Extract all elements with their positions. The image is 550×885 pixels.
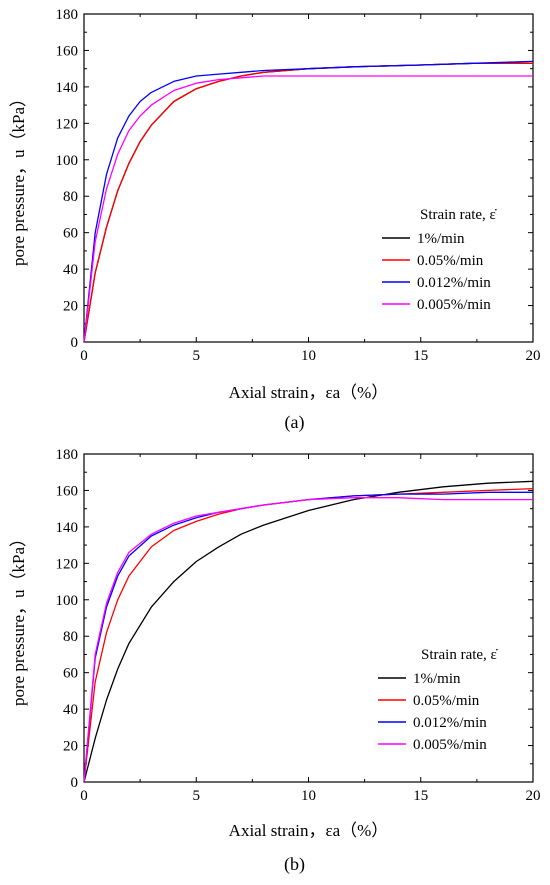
y-tick-label: 100: [56, 593, 79, 609]
x-axis-label: Axial strain，εa（%）: [229, 821, 389, 840]
x-tick-label: 5: [193, 348, 201, 364]
x-tick-label: 0: [80, 788, 88, 804]
y-tick-label: 120: [56, 116, 79, 132]
x-tick-label: 10: [301, 788, 316, 804]
legend-label: 0.05%/min: [413, 693, 480, 709]
legend-label: 0.05%/min: [417, 253, 484, 269]
y-tick-label: 40: [63, 702, 78, 718]
y-tick-label: 100: [56, 153, 79, 169]
y-tick-label: 180: [56, 7, 79, 23]
y-tick-label: 0: [71, 335, 79, 351]
series-line-3: [83, 75, 533, 343]
x-tick-label: 20: [526, 348, 541, 364]
x-tick-label: 5: [193, 788, 201, 804]
chart-panel-b: 0 5 10 15 20 0 20 40 60 80 100 120 140 160 180 Axial st…: [9, 447, 541, 875]
x-tick-label: 15: [413, 788, 428, 804]
plot-frame: [83, 453, 534, 783]
y-tick-label: 140: [56, 80, 79, 96]
x-tick-label: 0: [80, 348, 88, 364]
x-tick-label: 20: [526, 788, 541, 804]
y-tick-label: 160: [56, 43, 79, 59]
y-tick-label: 20: [63, 299, 78, 315]
panel-label: (b): [284, 854, 305, 875]
y-tick-label: 80: [63, 189, 78, 205]
y-tick-label: 20: [63, 739, 78, 755]
y-tick-label: 160: [56, 483, 79, 499]
x-axis-label: Axial strain，εa（%）: [229, 383, 389, 402]
x-tick-label: 10: [301, 348, 316, 364]
y-tick-label: 60: [63, 666, 78, 682]
y-tick-label: 180: [56, 447, 79, 463]
series-line-0: [83, 480, 534, 783]
legend-label: 0.005%/min: [417, 297, 491, 313]
legend-title: Strain rate, ε̇: [421, 647, 498, 663]
legend-label: 1%/min: [413, 671, 461, 687]
legend-label: 0.012%/min: [417, 275, 491, 291]
y-tick-label: 60: [63, 226, 78, 242]
y-tick-label: 0: [71, 775, 79, 791]
y-tick-label: 140: [56, 520, 79, 536]
chart-panel-a: 0 5 10 15 20 0 20 40 60 80 100 120 140 160 180 Axial st…: [9, 7, 541, 433]
series-line-3: [83, 497, 533, 783]
legend-label: 0.005%/min: [413, 737, 487, 753]
y-tick-label: 80: [63, 629, 78, 645]
y-tick-label: 40: [63, 262, 78, 278]
y-axis-label: pore pressure，u（kPa）: [9, 530, 28, 706]
y-axis-label: pore pressure，u（kPa）: [9, 90, 28, 266]
legend-label: 1%/min: [417, 231, 465, 247]
y-tick-label: 120: [56, 556, 79, 572]
legend-title: Strain rate, ε̇: [420, 207, 497, 223]
legend-label: 0.012%/min: [413, 715, 487, 731]
series-line-2: [83, 60, 534, 343]
panel-label: (a): [285, 412, 305, 433]
x-tick-label: 15: [413, 348, 428, 364]
